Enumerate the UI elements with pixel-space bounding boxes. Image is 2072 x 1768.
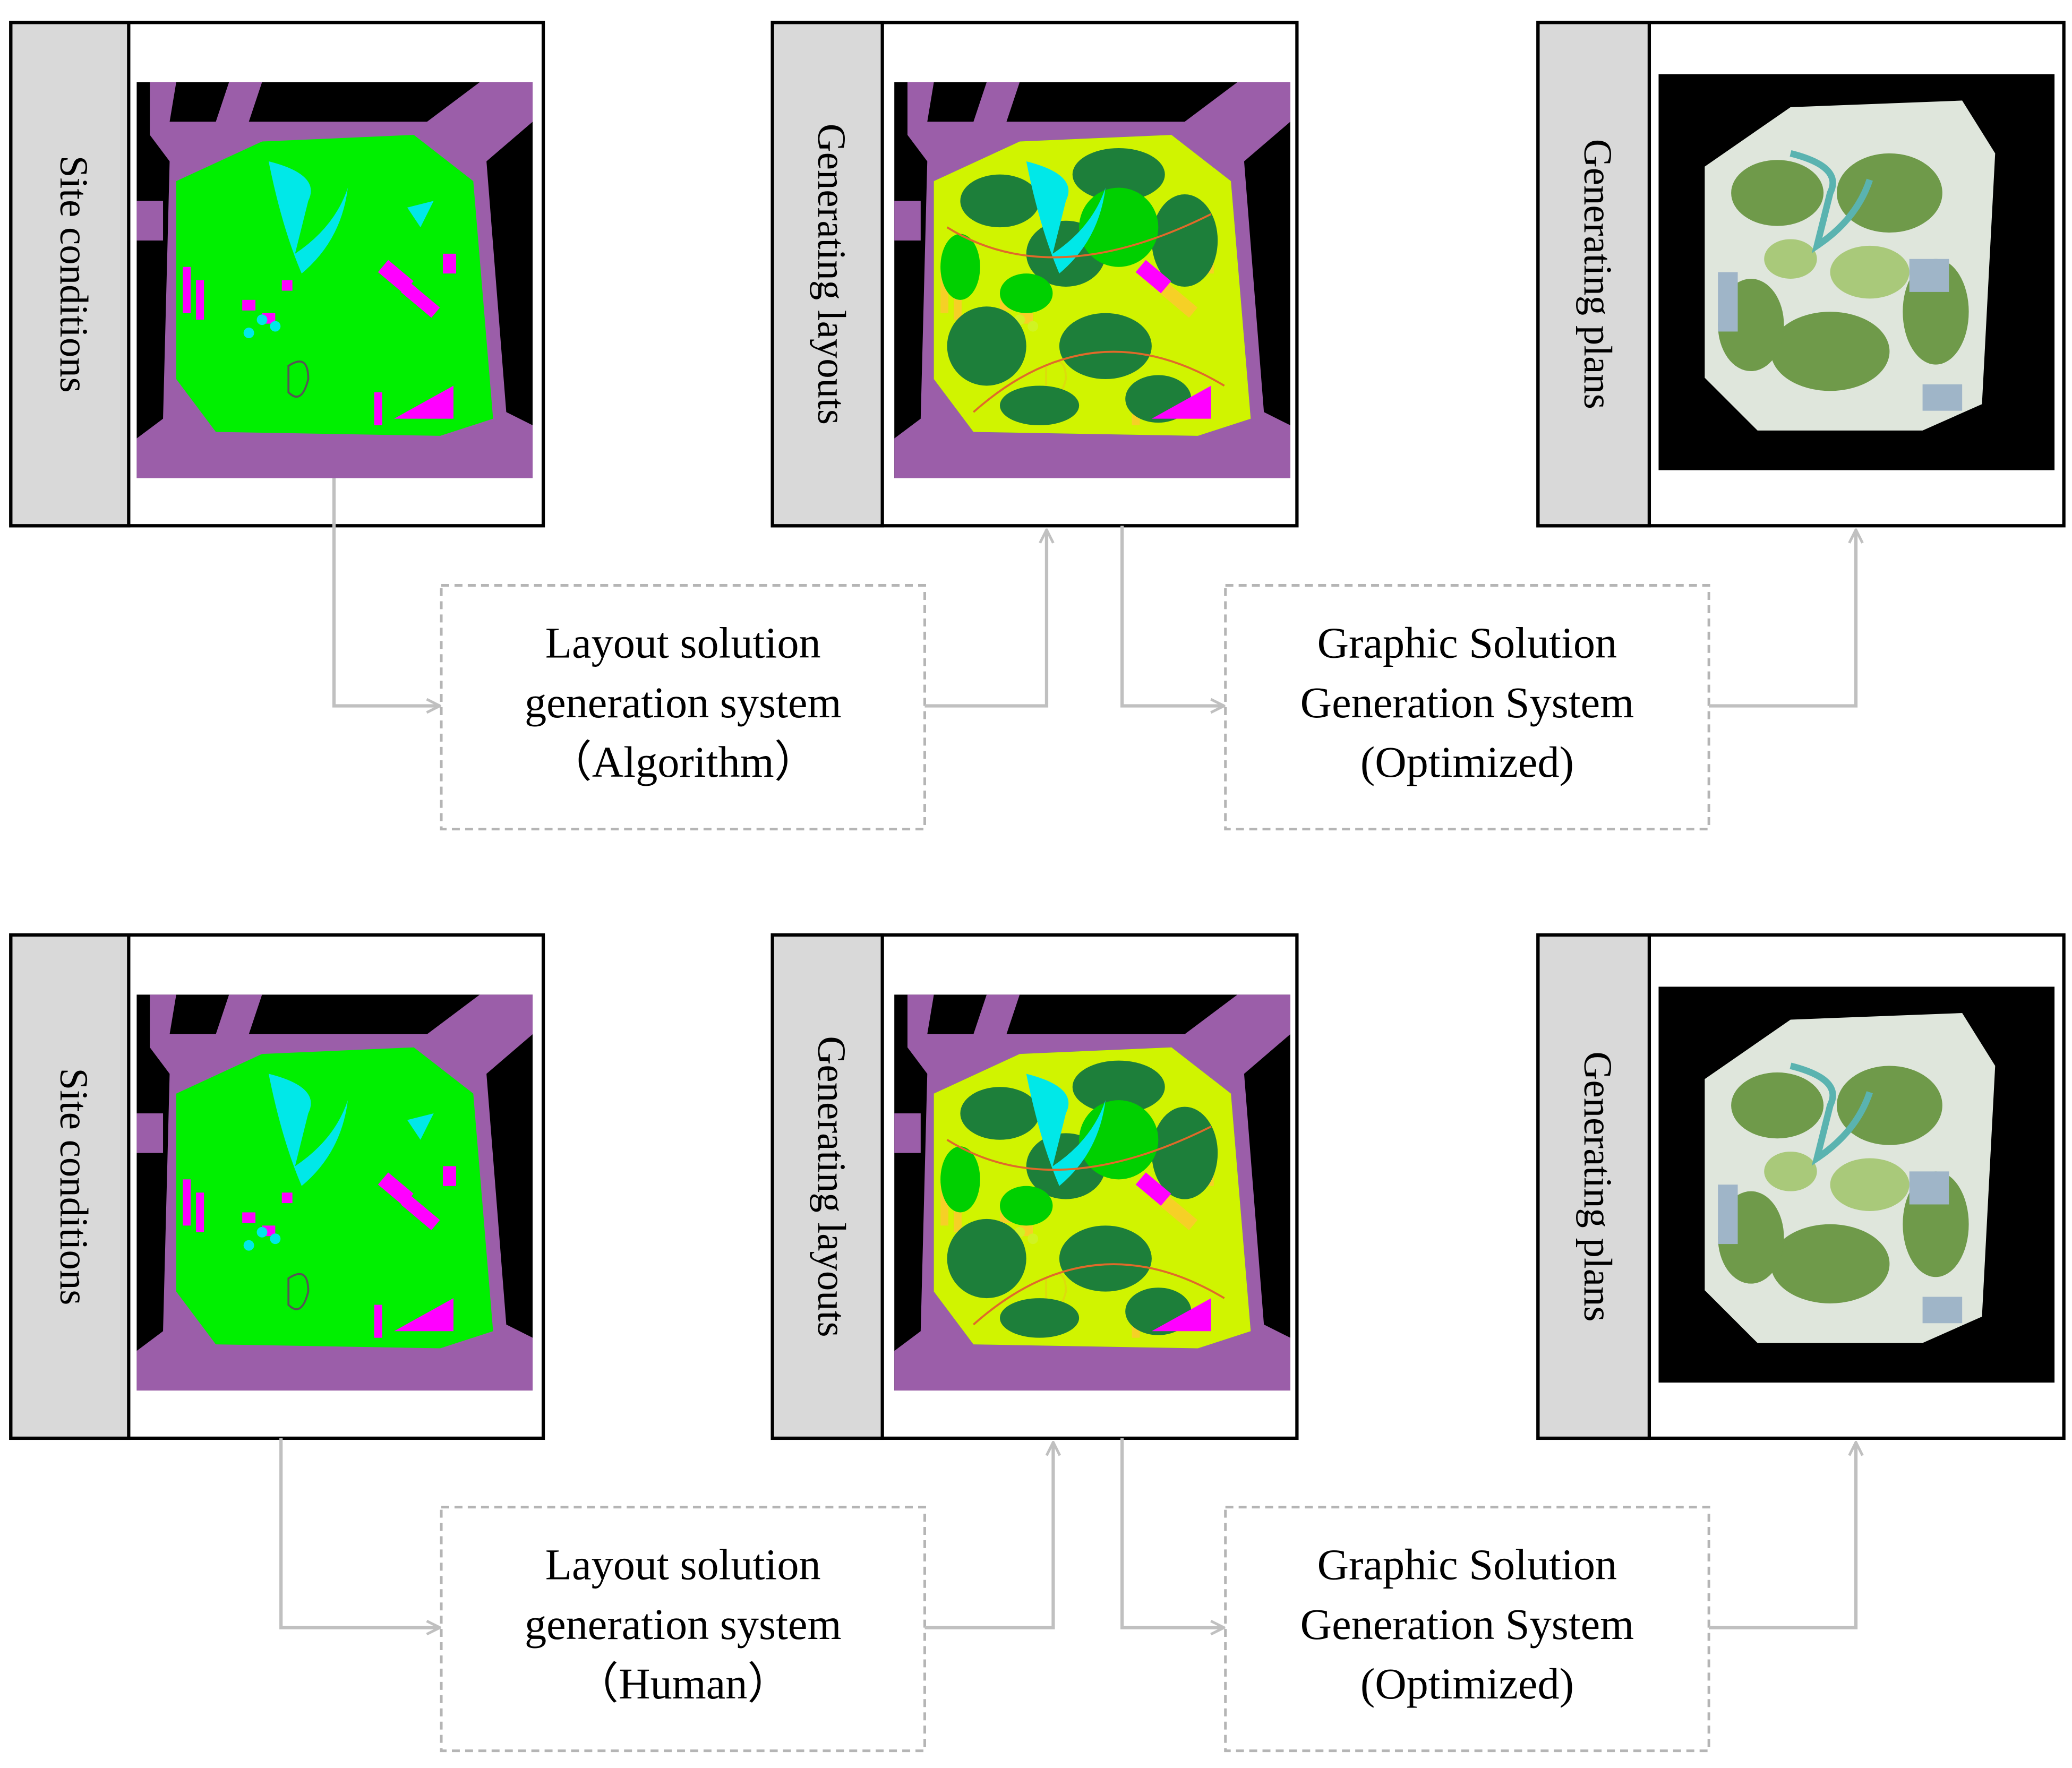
system-text: Layout solution bbox=[545, 1541, 821, 1589]
system-box bbox=[1224, 584, 1710, 830]
system-text: Layout solution bbox=[545, 619, 821, 667]
panel-label-strip bbox=[1536, 21, 1651, 528]
panel-label-strip bbox=[9, 21, 131, 528]
panel-label-strip bbox=[1536, 933, 1651, 1440]
system-text: （Human） bbox=[575, 1660, 791, 1708]
panel-label: Generating layouts bbox=[809, 124, 853, 425]
arrow bbox=[279, 1438, 440, 1628]
panel-image bbox=[136, 994, 533, 1391]
system-text: Generation System bbox=[1300, 1600, 1634, 1649]
arrow bbox=[924, 530, 1046, 708]
panel-image bbox=[1658, 74, 2054, 470]
panel-label-strip bbox=[770, 933, 884, 1440]
arrow bbox=[1120, 1438, 1224, 1628]
system-text: (Optimized) bbox=[1360, 738, 1574, 786]
system-text: (Optimized) bbox=[1360, 1660, 1574, 1708]
system-text: （Algorithm） bbox=[549, 738, 818, 786]
panel-label: Generating layouts bbox=[809, 1036, 853, 1337]
system-text: generation system bbox=[525, 1600, 842, 1649]
panel-label: Site conditions bbox=[52, 1068, 96, 1306]
arrow bbox=[1709, 1442, 1856, 1629]
panel-label: Generating plans bbox=[1576, 1051, 1620, 1321]
panel-label-strip bbox=[9, 933, 131, 1440]
arrow bbox=[332, 478, 440, 706]
arrow bbox=[1709, 530, 1856, 708]
rows: Site conditions Generating layouts Generat… bbox=[9, 21, 2066, 1753]
row: Site conditions Generating layouts Generat… bbox=[9, 21, 2066, 830]
arrow bbox=[1120, 526, 1224, 706]
panel-image bbox=[1658, 986, 2054, 1383]
arrow bbox=[924, 1442, 1053, 1629]
system-text: Graphic Solution bbox=[1317, 619, 1617, 667]
system-text: Generation System bbox=[1300, 679, 1634, 727]
panel-image bbox=[894, 82, 1290, 478]
system-text: Graphic Solution bbox=[1317, 1541, 1617, 1589]
panel-label: Site conditions bbox=[52, 156, 96, 393]
system-box bbox=[440, 584, 926, 830]
system-box bbox=[440, 1506, 926, 1753]
system-text: generation system bbox=[525, 679, 842, 727]
panel-label-strip bbox=[770, 21, 884, 528]
panel-label: Generating plans bbox=[1576, 139, 1620, 409]
row: Site conditions Generating layouts Generat… bbox=[9, 933, 2066, 1753]
panel-image bbox=[136, 82, 533, 478]
panel-image bbox=[894, 994, 1290, 1391]
